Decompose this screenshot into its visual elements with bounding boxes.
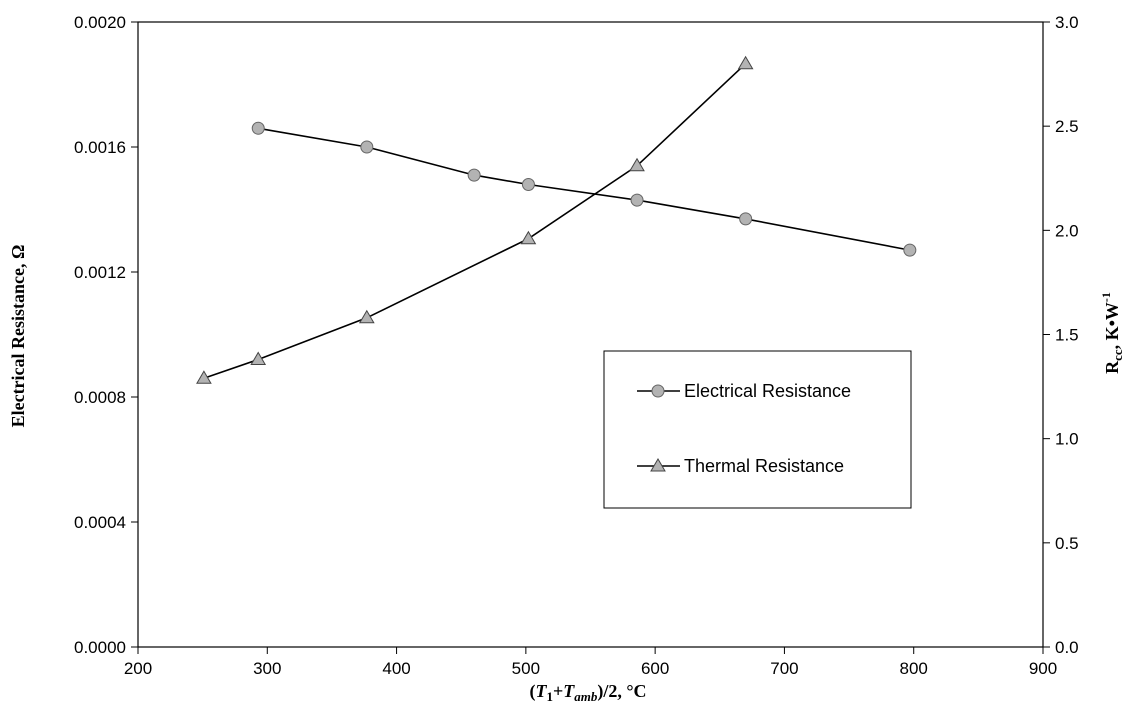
x-axis-title: (T1+Tamb)/2, °C	[529, 681, 646, 704]
data-point-electrical	[467, 168, 481, 182]
data-point-thermal	[196, 370, 212, 384]
y-left-tick-label: 0.0004	[74, 513, 126, 532]
x-tick-label: 500	[512, 659, 540, 678]
x-tick-label: 300	[253, 659, 281, 678]
legend-label-electrical: Electrical Resistance	[684, 381, 851, 401]
data-point-electrical	[521, 178, 535, 191]
data-point-thermal	[358, 309, 375, 324]
legend-label-thermal: Thermal Resistance	[684, 456, 844, 476]
y-left-tick-label: 0.0008	[74, 388, 126, 407]
y-right-tick-label: 1.0	[1055, 430, 1079, 449]
x-tick-label: 200	[124, 659, 152, 678]
y-right-axis-title: Rcc, K•W-1	[1099, 292, 1125, 374]
y-left-tick-label: 0.0000	[74, 638, 126, 657]
x-axis-ticks: 200 300 400 500 600 700 800 900	[124, 647, 1057, 678]
series-line-thermal	[203, 63, 747, 380]
data-point-thermal	[520, 230, 537, 245]
x-tick-label: 900	[1029, 659, 1057, 678]
data-point-electrical	[630, 193, 644, 207]
y-right-tick-label: 2.5	[1055, 117, 1079, 136]
y-left-axis-title: Electrical Resistance, Ω	[8, 245, 28, 428]
legend-box	[603, 350, 912, 509]
y-left-tick-label: 0.0016	[74, 138, 126, 157]
x-tick-label: 400	[382, 659, 410, 678]
series-layer	[196, 55, 917, 384]
legend-marker-thermal	[650, 458, 666, 472]
x-tick-label: 600	[641, 659, 669, 678]
data-point-electrical	[903, 243, 917, 257]
y-right-axis-ticks: 0.0 0.5 1.0 1.5 2.0 2.5 3.0	[1043, 13, 1079, 657]
plot-area	[137, 21, 1044, 648]
data-point-electrical	[251, 121, 265, 135]
data-point-electrical	[739, 212, 753, 226]
y-right-tick-label: 3.0	[1055, 13, 1079, 32]
y-left-tick-label: 0.0012	[74, 263, 126, 282]
x-tick-label: 800	[900, 659, 928, 678]
data-point-thermal	[629, 157, 645, 172]
legend: Electrical Resistance Thermal Resistance	[603, 350, 912, 509]
y-right-tick-label: 0.0	[1055, 638, 1079, 657]
legend-marker-electrical	[651, 384, 665, 398]
data-point-thermal	[737, 55, 754, 70]
x-tick-label: 700	[770, 659, 798, 678]
y-right-tick-label: 1.5	[1055, 326, 1079, 345]
y-left-axis-ticks: 0.0000 0.0004 0.0008 0.0012 0.0016 0.0020	[74, 13, 138, 657]
data-point-electrical	[360, 140, 374, 154]
data-point-thermal	[250, 351, 267, 365]
y-right-tick-label: 2.0	[1055, 221, 1079, 240]
y-right-tick-label: 0.5	[1055, 534, 1079, 553]
y-left-tick-label: 0.0020	[74, 13, 126, 32]
